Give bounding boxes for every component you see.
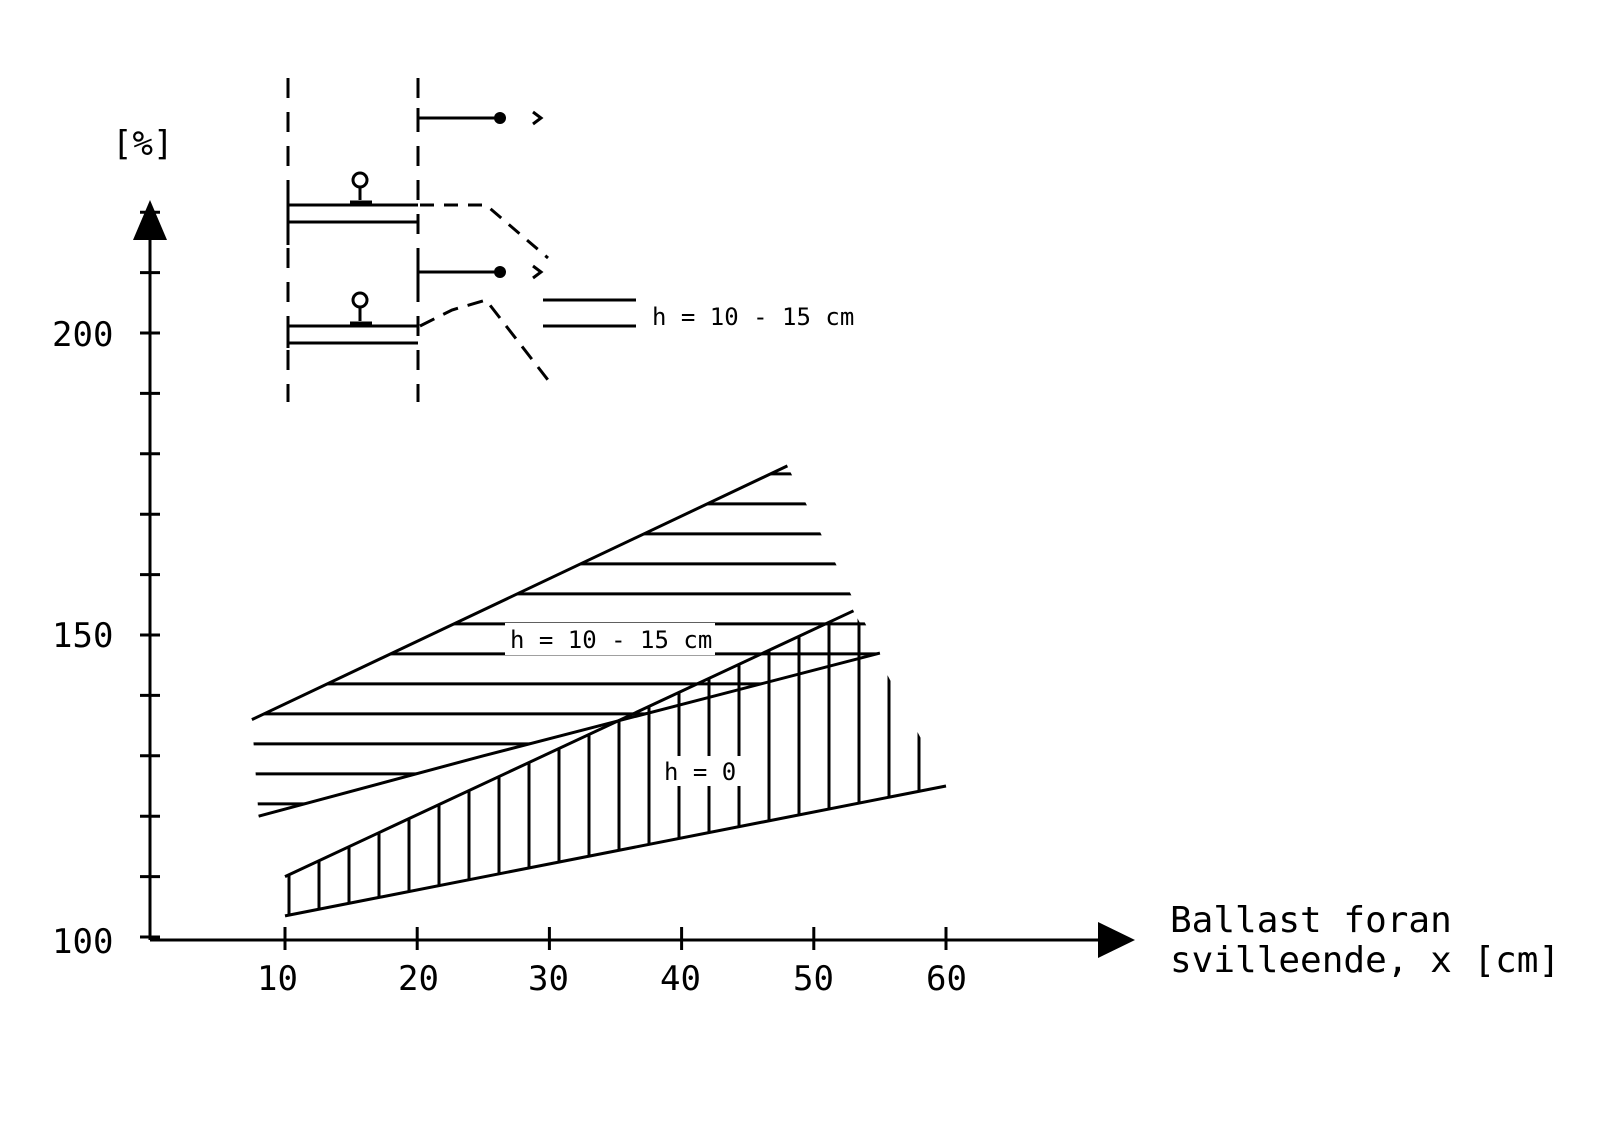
band-h-0-upper-boundary [284, 609, 855, 878]
x-ticks [283, 927, 948, 950]
band-h-0-label-bg [660, 756, 742, 786]
upper-measure-dot [494, 112, 506, 124]
band-h-10-15-lower-boundary [258, 651, 881, 818]
x-tick-labels: 10 20 30 40 50 60 [257, 959, 967, 999]
x-tick-label-10: 10 [257, 959, 298, 999]
x-tick-label-40: 40 [660, 959, 701, 999]
y-tick-label-200: 200 [52, 315, 113, 355]
y-axis-label: [%] [112, 124, 173, 164]
lower-ballast-profile [419, 298, 550, 381]
lower-measure-dot [494, 266, 506, 278]
upper-measure-arrow-icon [532, 110, 544, 126]
x-tick-label-60: 60 [926, 959, 967, 999]
band-h-0: h = 0 [284, 609, 947, 918]
x-axis-label-line1: Ballast foran [1170, 900, 1452, 941]
x-tick-label-50: 50 [793, 959, 834, 999]
y-minor-ticks [140, 210, 160, 939]
axes [133, 200, 1135, 958]
upper-ballast-profile [420, 203, 549, 260]
y-tick-label-100: 100 [52, 922, 113, 962]
sleeper-schematic: h = 10 - 15 cm [286, 78, 854, 402]
upper-rail-icon [350, 171, 372, 204]
y-tick-labels: 100 150 200 [52, 315, 113, 962]
x-tick-label-30: 30 [528, 959, 569, 999]
band-h-10-15-label: h = 10 - 15 cm [510, 626, 712, 654]
band-h-10-15-label-bg [505, 623, 715, 655]
y-axis-arrowhead [133, 200, 167, 240]
band-h-0-label: h = 0 [664, 758, 736, 786]
band-h-10-15-upper-boundary [251, 464, 789, 721]
x-axis-arrowhead [1098, 922, 1135, 958]
x-tick-label-20: 20 [398, 959, 439, 999]
band-h-0-lower-boundary [284, 784, 947, 918]
x-axis-label-line2: svilleende, x [cm] [1170, 940, 1560, 981]
height-indicator-label: h = 10 - 15 cm [652, 303, 854, 331]
lower-measure-arrow-icon [532, 264, 544, 280]
y-tick-label-150: 150 [52, 616, 113, 656]
lower-rail-icon [350, 291, 372, 325]
